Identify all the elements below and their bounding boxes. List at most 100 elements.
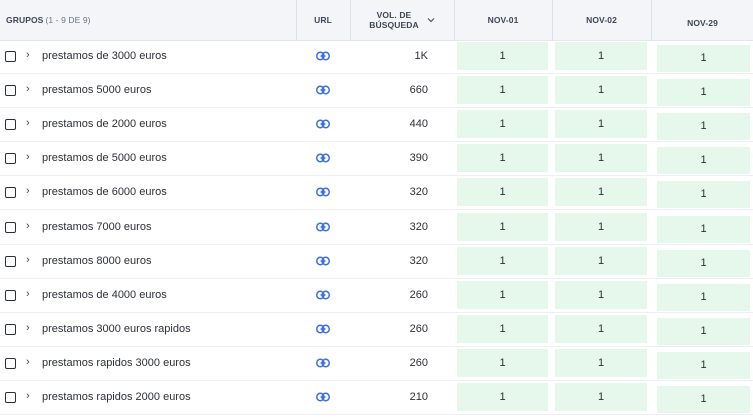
ranking-position-cell[interactable]: 1	[555, 76, 647, 105]
link-icon[interactable]	[316, 392, 330, 402]
link-icon[interactable]	[316, 222, 330, 232]
expand-chevron-icon[interactable]: ›	[26, 287, 30, 300]
keyword-label[interactable]: prestamos de 5000 euros	[42, 152, 167, 165]
ranking-position-cell[interactable]: 1	[657, 283, 750, 311]
keyword-label[interactable]: prestamos rapidos 3000 euros	[42, 356, 191, 369]
column-header-date[interactable]: NOV-02	[586, 15, 617, 25]
ranking-position-cell[interactable]: 1	[555, 212, 647, 241]
keyword-label[interactable]: prestamos 5000 euros	[42, 84, 152, 97]
ranking-position-cell[interactable]: 1	[555, 314, 647, 343]
keyword-label[interactable]: prestamos de 3000 euros	[42, 50, 167, 62]
table-row[interactable]: › prestamos 8000 euros 320 1 1 1	[0, 245, 753, 279]
row-checkbox[interactable]	[5, 357, 16, 369]
ranking-position-cell[interactable]: 1	[555, 383, 647, 411]
ranking-position-cell[interactable]: 1	[657, 45, 750, 72]
keyword-label[interactable]: prestamos de 4000 euros	[42, 288, 167, 301]
ranking-position-cell[interactable]: 1	[457, 110, 548, 139]
keyword-label[interactable]: prestamos 8000 euros	[42, 254, 152, 267]
link-icon[interactable]	[316, 51, 330, 61]
ranking-position-cell[interactable]: 1	[457, 76, 548, 105]
table-row[interactable]: › prestamos 7000 euros 320 1 1 1	[0, 211, 753, 245]
table-row[interactable]: › prestamos de 6000 euros 320 1 1 1	[0, 176, 753, 211]
row-checkbox[interactable]	[5, 153, 16, 165]
expand-chevron-icon[interactable]: ›	[26, 355, 30, 368]
ranking-position-cell[interactable]: 1	[457, 42, 548, 70]
link-icon[interactable]	[316, 119, 330, 129]
table-row[interactable]: › prestamos de 3000 euros 1K 1 1 1	[0, 40, 753, 74]
ranking-position-cell[interactable]: 1	[657, 181, 750, 209]
table-row[interactable]: › prestamos de 4000 euros 260 1 1 1	[0, 279, 753, 313]
search-volume-value: 320	[409, 220, 428, 233]
link-icon[interactable]	[316, 324, 330, 334]
ranking-position-cell[interactable]: 1	[555, 178, 647, 207]
column-header-date[interactable]: NOV-29	[687, 18, 718, 28]
row-checkbox[interactable]	[5, 255, 16, 267]
row-checkbox[interactable]	[5, 119, 16, 131]
column-header-groups[interactable]: GRUPOS (1 - 9 DE 9)	[6, 0, 296, 40]
table-header: GRUPOS (1 - 9 DE 9) URL VOL. DE BÚSQUEDA…	[0, 0, 753, 40]
column-divider	[651, 0, 652, 40]
link-icon[interactable]	[316, 85, 330, 95]
expand-chevron-icon[interactable]: ›	[26, 49, 30, 61]
expand-chevron-icon[interactable]: ›	[26, 83, 30, 96]
ranking-position-cell[interactable]: 1	[457, 144, 548, 173]
link-icon[interactable]	[316, 256, 330, 266]
keyword-label[interactable]: prestamos de 2000 euros	[42, 118, 167, 131]
ranking-position-cell[interactable]: 1	[457, 348, 548, 377]
ranking-position-cell[interactable]: 1	[457, 212, 548, 241]
ranking-position-cell[interactable]: 1	[657, 386, 750, 413]
ranking-position-cell[interactable]: 1	[555, 110, 647, 139]
row-checkbox[interactable]	[5, 51, 16, 62]
link-icon[interactable]	[316, 358, 330, 368]
expand-chevron-icon[interactable]: ›	[26, 151, 30, 164]
link-icon[interactable]	[316, 187, 330, 197]
ranking-position-cell[interactable]: 1	[555, 280, 647, 309]
row-checkbox[interactable]	[5, 85, 16, 97]
row-checkbox[interactable]	[5, 392, 16, 403]
row-checkbox[interactable]	[5, 221, 16, 233]
table-row[interactable]: › prestamos de 5000 euros 390 1 1 1	[0, 142, 753, 177]
table-row[interactable]: › prestamos rapidos 3000 euros 260 1 1 1	[0, 347, 753, 381]
ranking-position-cell[interactable]: 1	[457, 280, 548, 309]
link-icon[interactable]	[316, 153, 330, 163]
ranking-position-cell[interactable]: 1	[657, 249, 750, 277]
table-row[interactable]: › prestamos rapidos 2000 euros 210 1 1 1	[0, 381, 753, 415]
table-row[interactable]: › prestamos 5000 euros 660 1 1 1	[0, 74, 753, 109]
expand-chevron-icon[interactable]: ›	[26, 117, 30, 130]
keyword-label[interactable]: prestamos rapidos 2000 euros	[42, 391, 191, 403]
row-checkbox[interactable]	[5, 323, 16, 335]
keyword-label[interactable]: prestamos 7000 euros	[42, 220, 152, 233]
chevron-down-icon[interactable]	[427, 15, 435, 25]
link-icon[interactable]	[316, 290, 330, 300]
expand-chevron-icon[interactable]: ›	[26, 253, 30, 266]
ranking-position-cell[interactable]: 1	[457, 383, 548, 411]
expand-chevron-icon[interactable]: ›	[26, 185, 30, 198]
ranking-position-cell[interactable]: 1	[555, 42, 647, 70]
row-checkbox[interactable]	[5, 187, 16, 199]
keyword-label[interactable]: prestamos 3000 euros rapidos	[42, 322, 191, 335]
expand-chevron-icon[interactable]: ›	[26, 390, 30, 402]
ranking-position-cell[interactable]: 1	[657, 317, 750, 345]
ranking-position-cell[interactable]: 1	[657, 147, 750, 175]
row-checkbox[interactable]	[5, 289, 16, 301]
ranking-position-cell[interactable]: 1	[555, 144, 647, 173]
ranking-position-cell[interactable]: 1	[657, 351, 750, 379]
ranking-position-cell[interactable]: 1	[457, 178, 548, 207]
table-row[interactable]: › prestamos 3000 euros rapidos 260 1 1 1	[0, 313, 753, 347]
ranking-position-cell[interactable]: 1	[657, 113, 750, 141]
expand-chevron-icon[interactable]: ›	[26, 219, 30, 232]
ranking-position-cell[interactable]: 1	[657, 79, 750, 107]
search-volume-value: 260	[409, 356, 428, 369]
column-header-date[interactable]: NOV-01	[487, 15, 519, 25]
expand-chevron-icon[interactable]: ›	[26, 321, 30, 334]
ranking-position-cell[interactable]: 1	[555, 348, 647, 377]
search-volume-label-line1: VOL. DE	[376, 10, 412, 20]
ranking-position-cell[interactable]: 1	[457, 246, 548, 275]
table-row[interactable]: › prestamos de 2000 euros 440 1 1 1	[0, 108, 753, 143]
ranking-position-cell[interactable]: 1	[657, 215, 750, 243]
ranking-position-cell[interactable]: 1	[457, 314, 548, 343]
keyword-label[interactable]: prestamos de 6000 euros	[42, 186, 167, 199]
ranking-position-cell[interactable]: 1	[555, 246, 647, 275]
column-header-url[interactable]: URL	[314, 15, 332, 25]
column-header-search-volume[interactable]: VOL. DE BÚSQUEDA	[350, 0, 454, 40]
